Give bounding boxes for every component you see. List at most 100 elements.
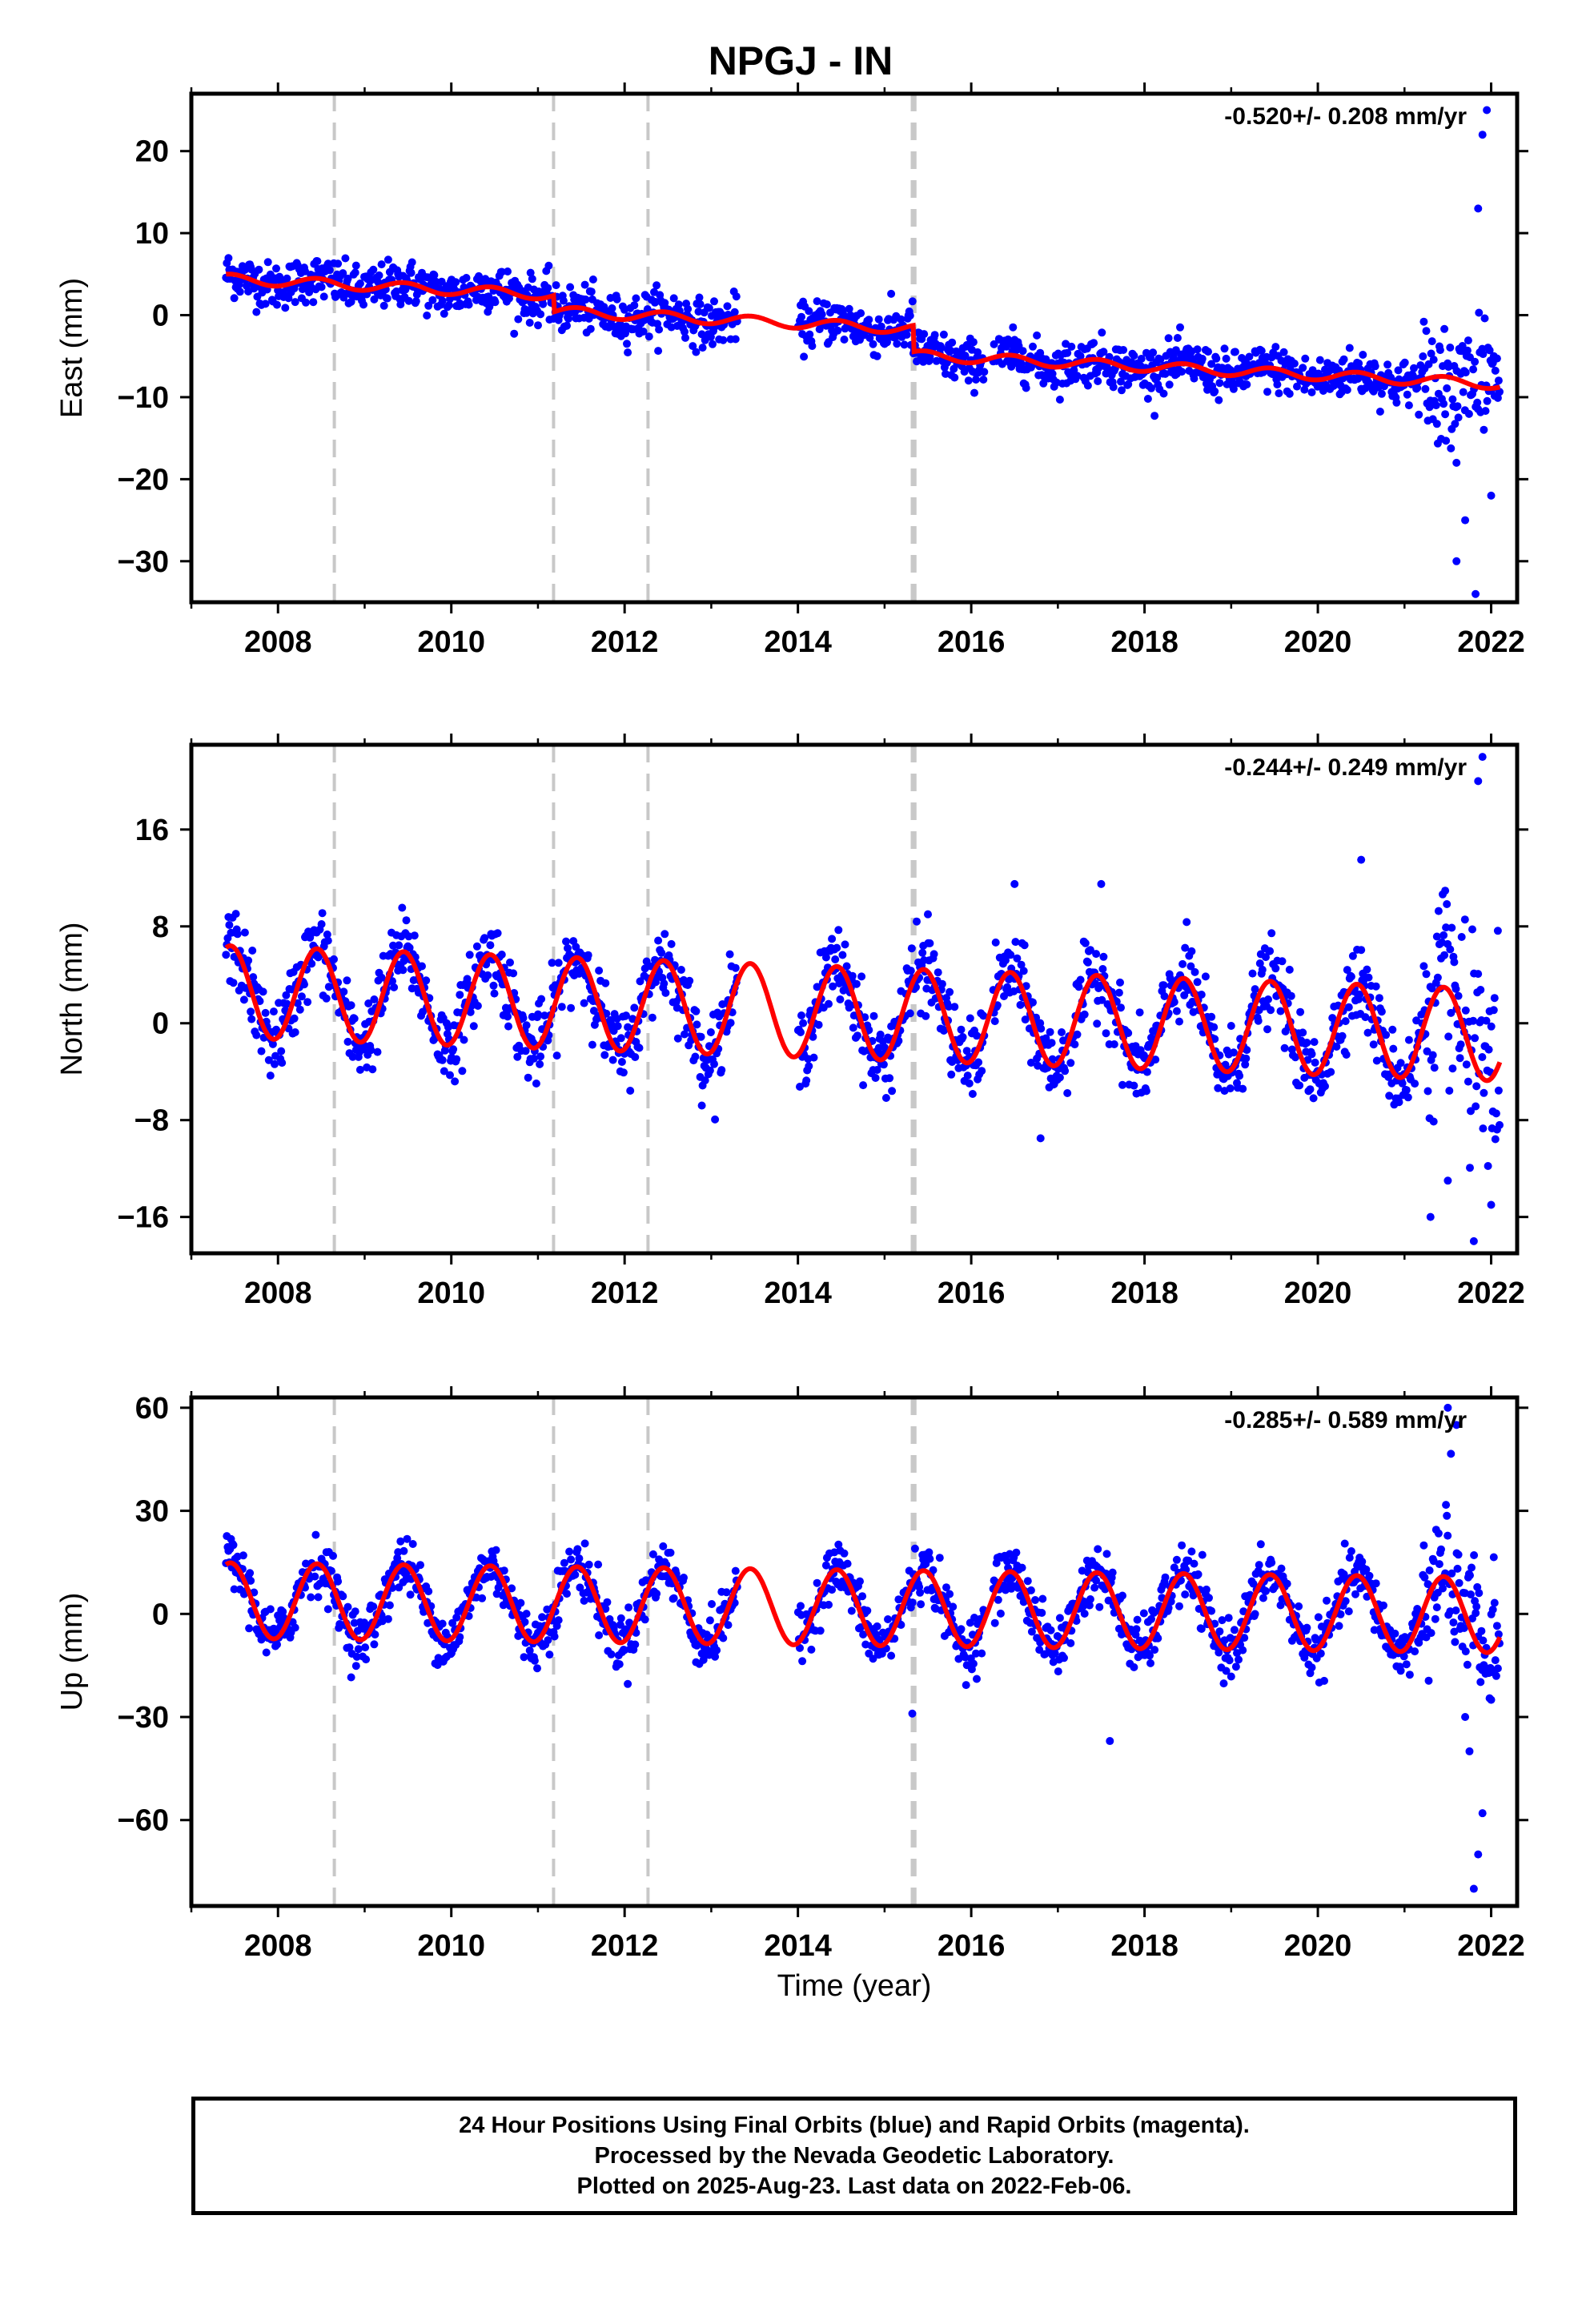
data-point: [1380, 382, 1388, 391]
data-point: [554, 959, 563, 967]
data-point: [1215, 1627, 1224, 1636]
data-point: [1489, 1006, 1498, 1015]
data-point: [1483, 396, 1492, 405]
x-tick-label: 2018: [1110, 625, 1178, 659]
data-point: [1457, 933, 1466, 941]
data-point: [1375, 994, 1383, 1003]
data-point: [1419, 962, 1428, 971]
data-point: [947, 1070, 956, 1079]
data-point: [1207, 1606, 1216, 1615]
data-point: [452, 278, 460, 287]
data-point: [1371, 982, 1380, 991]
data-point: [448, 1618, 457, 1627]
data-point: [942, 1583, 950, 1592]
data-point: [1410, 364, 1418, 372]
outlier-point: [1461, 516, 1470, 525]
y-tick-label: 16: [135, 814, 169, 847]
data-point: [491, 298, 500, 307]
data-point: [1471, 1034, 1480, 1043]
data-point: [1439, 931, 1448, 939]
data-point: [323, 1605, 332, 1614]
data-point: [567, 1555, 576, 1564]
caption-line-2: Processed by the Nevada Geodetic Laborat…: [594, 2143, 1114, 2169]
data-point: [1124, 380, 1133, 388]
data-point: [1480, 1088, 1488, 1097]
data-point: [323, 936, 332, 945]
data-point: [1306, 1085, 1315, 1094]
data-point: [1080, 1010, 1089, 1019]
y-tick-label: −30: [118, 545, 169, 579]
data-point: [1133, 1615, 1142, 1624]
data-point: [842, 962, 851, 971]
data-point: [1090, 339, 1098, 348]
y-tick-label: 0: [152, 1007, 169, 1041]
data-point: [1484, 1045, 1493, 1054]
data-point: [1172, 1555, 1181, 1564]
data-point: [1229, 1048, 1238, 1057]
data-point: [314, 1593, 323, 1602]
data-point: [1472, 1602, 1481, 1611]
data-point: [970, 388, 978, 397]
outlier-point: [1452, 557, 1461, 565]
data-point: [444, 301, 453, 310]
data-point: [1342, 1051, 1351, 1059]
data-point: [681, 328, 689, 336]
data-point: [1492, 354, 1501, 363]
data-point: [930, 950, 938, 959]
data-point: [407, 268, 416, 277]
data-point: [1198, 1550, 1207, 1559]
data-point: [1102, 1550, 1111, 1558]
caption-line-3: Plotted on 2025-Aug-23. Last data on 202…: [576, 2173, 1132, 2199]
data-point: [1358, 1558, 1367, 1566]
data-point: [887, 289, 896, 298]
data-point: [1178, 368, 1186, 376]
data-point: [297, 992, 306, 1001]
data-point: [1496, 1120, 1504, 1129]
data-point: [273, 300, 281, 309]
data-point: [1355, 359, 1363, 368]
data-point: [240, 928, 249, 937]
data-point: [318, 909, 327, 918]
data-point: [1146, 1651, 1154, 1660]
data-point: [616, 1614, 625, 1622]
data-point: [412, 297, 420, 306]
data-point: [1276, 1601, 1285, 1610]
data-point: [1310, 1038, 1319, 1047]
data-point: [1279, 348, 1288, 356]
data-point: [1018, 1563, 1026, 1572]
data-point: [1046, 1626, 1055, 1634]
data-point: [1478, 1053, 1487, 1061]
data-point: [1193, 978, 1202, 987]
data-point: [269, 1007, 278, 1016]
data-point: [528, 275, 536, 283]
data-point: [897, 1621, 905, 1629]
data-point: [330, 955, 338, 963]
data-point: [493, 929, 502, 938]
data-point: [853, 1031, 861, 1040]
data-point: [841, 940, 849, 949]
data-point: [979, 1011, 988, 1020]
data-point: [1403, 1093, 1412, 1102]
outlier-point: [1474, 777, 1483, 786]
data-point: [402, 916, 411, 925]
data-point: [1150, 1646, 1159, 1655]
data-point: [1427, 984, 1436, 993]
data-point: [1130, 1663, 1138, 1671]
data-point: [825, 999, 833, 1008]
data-point: [669, 1594, 678, 1602]
data-point: [1235, 1655, 1243, 1664]
data-point: [945, 1003, 954, 1011]
data-point: [697, 1101, 706, 1110]
x-tick-label: 2008: [244, 1277, 312, 1310]
data-point: [1437, 1545, 1445, 1554]
data-point: [516, 1598, 525, 1607]
data-point: [608, 1055, 617, 1064]
data-point: [1308, 366, 1317, 375]
data-point: [879, 1060, 888, 1069]
data-point: [1023, 1577, 1032, 1586]
data-point: [536, 1052, 545, 1061]
data-point: [1191, 967, 1199, 976]
data-point: [291, 1623, 299, 1632]
data-point: [1490, 1598, 1499, 1607]
data-point: [797, 1602, 805, 1610]
